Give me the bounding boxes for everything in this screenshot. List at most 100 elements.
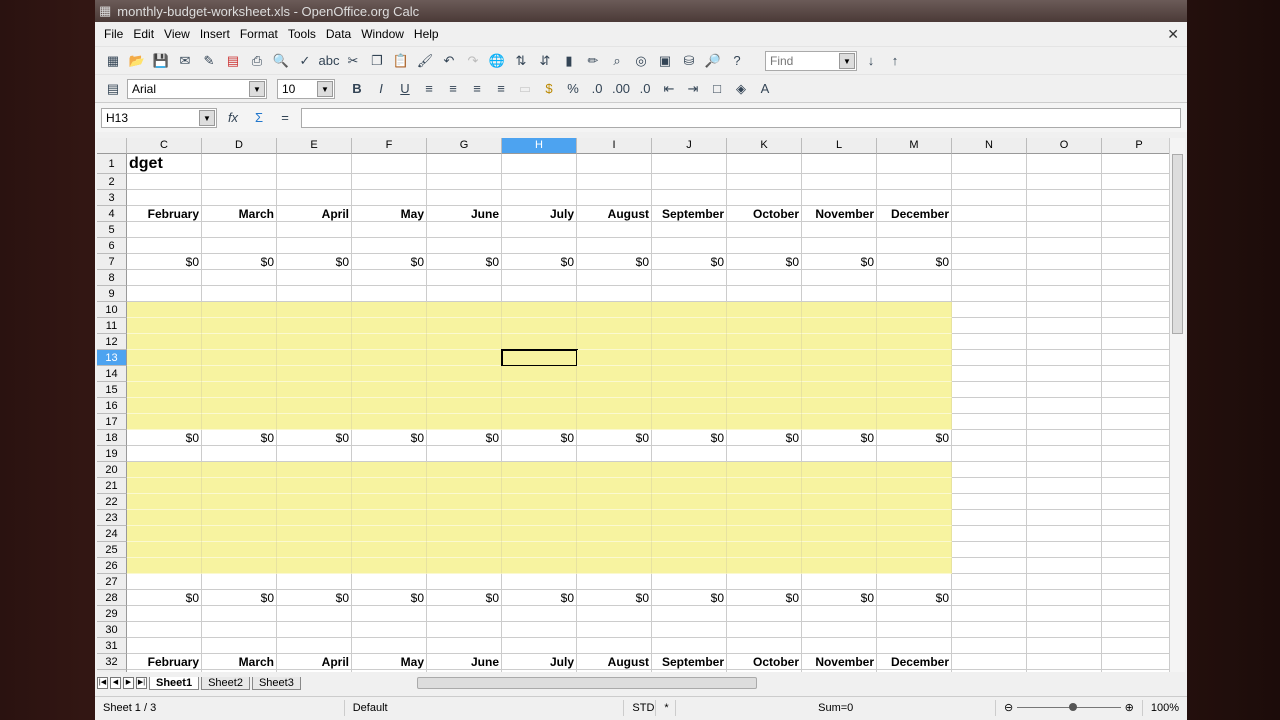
cell-m12[interactable] xyxy=(877,334,952,350)
cell-j9[interactable] xyxy=(652,286,727,302)
find-input[interactable]: Find ▼ xyxy=(765,50,857,71)
column-header-g[interactable]: G xyxy=(427,138,502,154)
cell-h26[interactable] xyxy=(502,558,577,574)
column-header-i[interactable]: I xyxy=(577,138,652,154)
cell-n10[interactable] xyxy=(952,302,1027,318)
cell-p14[interactable] xyxy=(1102,366,1169,382)
cell-p30[interactable] xyxy=(1102,622,1169,638)
cell-o29[interactable] xyxy=(1027,606,1102,622)
font-color-icon[interactable]: A xyxy=(760,81,770,96)
cell-k23[interactable] xyxy=(727,510,802,526)
cell-j3[interactable] xyxy=(652,190,727,206)
cell-n20[interactable] xyxy=(952,462,1027,478)
cell-i5[interactable] xyxy=(577,222,652,238)
cell-m11[interactable] xyxy=(877,318,952,334)
cell-m2[interactable] xyxy=(877,174,952,190)
cell-h16[interactable] xyxy=(502,398,577,414)
cell-e24[interactable] xyxy=(277,526,352,542)
cell-f19[interactable] xyxy=(352,446,427,462)
add-decimal-icon[interactable]: .00 xyxy=(611,81,631,96)
cell-d22[interactable] xyxy=(202,494,277,510)
cell-o2[interactable] xyxy=(1027,174,1102,190)
cell-g1[interactable] xyxy=(427,154,502,174)
row-header-32[interactable]: 32 xyxy=(97,654,127,670)
cell-j1[interactable] xyxy=(652,154,727,174)
cell-j8[interactable] xyxy=(652,270,727,286)
column-header-p[interactable]: P xyxy=(1102,138,1169,154)
cell-n12[interactable] xyxy=(952,334,1027,350)
cell-g27[interactable] xyxy=(427,574,502,590)
cell-p4[interactable] xyxy=(1102,206,1169,222)
cell-d33[interactable]: #DIV/0! xyxy=(202,670,277,672)
styles-icon[interactable]: ▤ xyxy=(106,80,120,96)
cell-m16[interactable] xyxy=(877,398,952,414)
cell-j29[interactable] xyxy=(652,606,727,622)
cell-k6[interactable] xyxy=(727,238,802,254)
cell-k24[interactable] xyxy=(727,526,802,542)
cell-j13[interactable] xyxy=(652,350,727,366)
cell-p2[interactable] xyxy=(1102,174,1169,190)
cell-c1[interactable]: dget xyxy=(127,154,202,174)
cell-d10[interactable] xyxy=(202,302,277,318)
cell-e14[interactable] xyxy=(277,366,352,382)
cell-o8[interactable] xyxy=(1027,270,1102,286)
cell-i12[interactable] xyxy=(577,334,652,350)
cell-i33[interactable]: #DIV/0! xyxy=(577,670,652,672)
cell-f15[interactable] xyxy=(352,382,427,398)
cell-g32[interactable]: June xyxy=(427,654,502,670)
cell-g26[interactable] xyxy=(427,558,502,574)
cell-n30[interactable] xyxy=(952,622,1027,638)
cell-e8[interactable] xyxy=(277,270,352,286)
row-header-1[interactable]: 1 xyxy=(97,154,127,174)
cell-o25[interactable] xyxy=(1027,542,1102,558)
cell-g7[interactable]: $0 xyxy=(427,254,502,270)
cell-p8[interactable] xyxy=(1102,270,1169,286)
cell-d1[interactable] xyxy=(202,154,277,174)
cell-n13[interactable] xyxy=(952,350,1027,366)
cell-m19[interactable] xyxy=(877,446,952,462)
cell-h23[interactable] xyxy=(502,510,577,526)
cell-l20[interactable] xyxy=(802,462,877,478)
cell-h1[interactable] xyxy=(502,154,577,174)
cell-g23[interactable] xyxy=(427,510,502,526)
cell-f9[interactable] xyxy=(352,286,427,302)
menu-insert[interactable]: Insert xyxy=(199,27,230,41)
cell-c25[interactable] xyxy=(127,542,202,558)
cell-d29[interactable] xyxy=(202,606,277,622)
print-preview-icon[interactable]: 🔍 xyxy=(272,52,290,68)
cell-c23[interactable] xyxy=(127,510,202,526)
cell-g17[interactable] xyxy=(427,414,502,430)
cell-k31[interactable] xyxy=(727,638,802,654)
cell-h20[interactable] xyxy=(502,462,577,478)
find-next-icon[interactable]: ↓ xyxy=(867,53,875,68)
cell-d13[interactable] xyxy=(202,350,277,366)
cell-n33[interactable] xyxy=(952,670,1027,672)
cell-f26[interactable] xyxy=(352,558,427,574)
cell-j27[interactable] xyxy=(652,574,727,590)
cell-g8[interactable] xyxy=(427,270,502,286)
cell-n16[interactable] xyxy=(952,398,1027,414)
align-left-icon[interactable]: ≡ xyxy=(425,81,433,96)
cell-d20[interactable] xyxy=(202,462,277,478)
cell-d16[interactable] xyxy=(202,398,277,414)
menu-format[interactable]: Format xyxy=(239,27,278,41)
cell-k29[interactable] xyxy=(727,606,802,622)
cell-e13[interactable] xyxy=(277,350,352,366)
cell-g9[interactable] xyxy=(427,286,502,302)
zoom-in-icon[interactable]: ⊕ xyxy=(1124,701,1134,714)
column-header-f[interactable]: F xyxy=(352,138,427,154)
cell-i24[interactable] xyxy=(577,526,652,542)
cell-g15[interactable] xyxy=(427,382,502,398)
cell-e3[interactable] xyxy=(277,190,352,206)
cell-h17[interactable] xyxy=(502,414,577,430)
cell-c11[interactable] xyxy=(127,318,202,334)
cell-g24[interactable] xyxy=(427,526,502,542)
cell-c17[interactable] xyxy=(127,414,202,430)
cell-o22[interactable] xyxy=(1027,494,1102,510)
clone-formatting-icon[interactable]: 🖌 xyxy=(416,52,434,68)
cell-i21[interactable] xyxy=(577,478,652,494)
cell-l7[interactable]: $0 xyxy=(802,254,877,270)
cell-p26[interactable] xyxy=(1102,558,1169,574)
row-header-12[interactable]: 12 xyxy=(97,334,127,350)
cell-h4[interactable]: July xyxy=(502,206,577,222)
